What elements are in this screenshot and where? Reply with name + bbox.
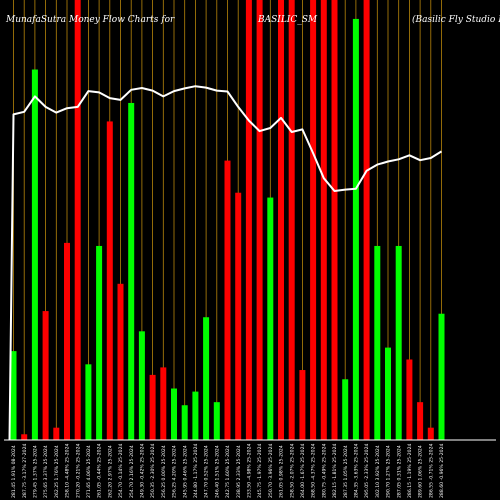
x-tick-label: 250.35 -2.30% 25-2024 xyxy=(150,443,156,498)
bar xyxy=(149,374,156,440)
bar xyxy=(224,160,231,440)
x-tick-label: 244.80 -1.17% 25-2024 xyxy=(193,443,199,498)
x-tick-label: 286.15 -1.19% 25-2024 xyxy=(407,443,413,498)
x-tick-label: 247.70 0.52% 25-2024 xyxy=(204,445,210,498)
chart-title-left: MunafaSutra Money Flow Charts for xyxy=(5,15,175,25)
x-tick-label: 275.65 3.37% 25-2024 xyxy=(43,445,49,498)
x-tick-label: 258.50 -2.07% 25-2024 xyxy=(289,443,295,498)
bar xyxy=(256,0,263,440)
price-line xyxy=(8,85,443,441)
bar xyxy=(320,0,327,440)
x-tick-label: 287.75 -3.17% 27-2024 xyxy=(22,443,28,498)
x-tick-label: 295.05 -2.33% 25-2024 xyxy=(364,443,370,498)
x-tick-label: 280.75 -0.49% 25-2024 xyxy=(321,443,327,498)
bar xyxy=(138,331,145,440)
bar xyxy=(395,245,402,440)
bar xyxy=(406,359,413,440)
x-tick-label: 250.70 -3.96% 25-2024 xyxy=(268,443,274,498)
x-tick-label: 287.35 1.05% 25-2024 xyxy=(343,445,349,498)
bar xyxy=(42,311,49,440)
x-tick-label: 290.70 1.27% 25-2024 xyxy=(386,445,392,498)
x-tick-label: 289.60 1.06% 25-2024 xyxy=(418,445,424,498)
bar xyxy=(310,0,317,440)
bars xyxy=(10,0,445,441)
chart-title-right: (Basilic Fly Studio Ltd) xyxy=(412,14,500,25)
bar xyxy=(181,405,188,440)
bar xyxy=(117,283,124,440)
x-tick-label: 238.95 2.33% 25-2024 xyxy=(236,445,242,498)
bar xyxy=(438,313,445,440)
bar xyxy=(160,367,167,440)
x-tick-label: 261.05 -0.44% 25-2024 xyxy=(97,443,103,498)
x-tick-label: 261.05 0.98% 25-2024 xyxy=(279,445,285,498)
bar xyxy=(203,317,210,440)
bar xyxy=(128,102,135,441)
x-tick-label: 282.15 -1.81% 25-2024 xyxy=(332,443,338,498)
x-tick-label: 271.65 4.06% 25-2024 xyxy=(86,445,92,498)
x-tick-label: 254.70 2.16% 25-2024 xyxy=(129,445,135,498)
bar xyxy=(53,427,60,440)
bar xyxy=(235,192,242,440)
x-tick-label: 256.25 4.20% 25-2024 xyxy=(172,445,178,498)
x-tick-label: 262.25 1.76% 25-2024 xyxy=(54,445,60,498)
x-tick-label: 254.70 -0.14% 25-2024 xyxy=(118,443,124,498)
x-tick-label: 256.25 0.00% 25-2024 xyxy=(161,445,167,498)
bar xyxy=(331,0,338,440)
bar xyxy=(352,18,359,440)
bar xyxy=(278,0,284,440)
chart-title-center: BASILIC_SM xyxy=(257,15,318,25)
bar xyxy=(85,364,92,440)
x-tick-label: 242.75 1.60% 25-2024 xyxy=(225,445,231,498)
x-tick-label: 279.45 1.37% 25-2024 xyxy=(33,445,39,498)
x-tick-label: 284.35 -3.63% 25-2024 xyxy=(354,443,360,498)
x-tick-label: 249.30 -0.42% 25-2024 xyxy=(140,443,146,498)
x-tick-label: 281.45 1.91% 08-2024 xyxy=(11,445,17,498)
x-tick-label: 233.50 -4.98% 25-2024 xyxy=(247,443,253,498)
bar xyxy=(417,402,424,440)
x-tick-label: 245.75 -1.97% 25-2024 xyxy=(257,443,263,498)
bar xyxy=(342,379,349,440)
bar xyxy=(106,121,113,440)
x-tick-label: 245.95 0.46% 25-2024 xyxy=(182,445,188,498)
x-tick-label: 264.00 -1.67% 25-2024 xyxy=(300,443,306,498)
bar xyxy=(213,402,220,440)
bar xyxy=(288,0,295,440)
bar xyxy=(96,245,103,440)
x-tick-label: 268.50 -4.37% 25-2024 xyxy=(311,443,317,498)
x-tick-label: 302.10 3.92% 25-2024 xyxy=(375,445,381,498)
bar xyxy=(31,69,38,441)
bar xyxy=(427,427,434,440)
x-tick-label: 287.05 0.31% 25-2024 xyxy=(396,445,402,498)
x-tick-label: 286.55 -0.71% 25-2024 xyxy=(428,443,434,498)
bar xyxy=(374,245,381,440)
bar xyxy=(363,0,370,440)
x-tick-labels: 281.45 1.91% 08-2024 287.75 -3.17% 27-202… xyxy=(11,443,445,498)
bar xyxy=(74,0,81,440)
x-tick-label: 270.20 -0.21% 25-2024 xyxy=(75,443,81,498)
x-tick-label: 246.40 1.51% 25-2024 xyxy=(214,445,220,498)
bar xyxy=(21,434,28,440)
bar xyxy=(299,370,306,440)
bar xyxy=(171,388,177,440)
bar xyxy=(10,351,17,440)
bar xyxy=(192,391,199,440)
x-tick-label: 258.10 -4.48% 25-2024 xyxy=(65,443,71,498)
bar xyxy=(245,0,252,440)
bar xyxy=(64,242,70,440)
bar xyxy=(267,197,274,440)
bar xyxy=(385,347,391,440)
x-tick-label: 288.60 -0.96% 25-2024 xyxy=(439,443,445,498)
x-tick-label: 262.20 2.97% 25-2024 xyxy=(107,445,113,498)
